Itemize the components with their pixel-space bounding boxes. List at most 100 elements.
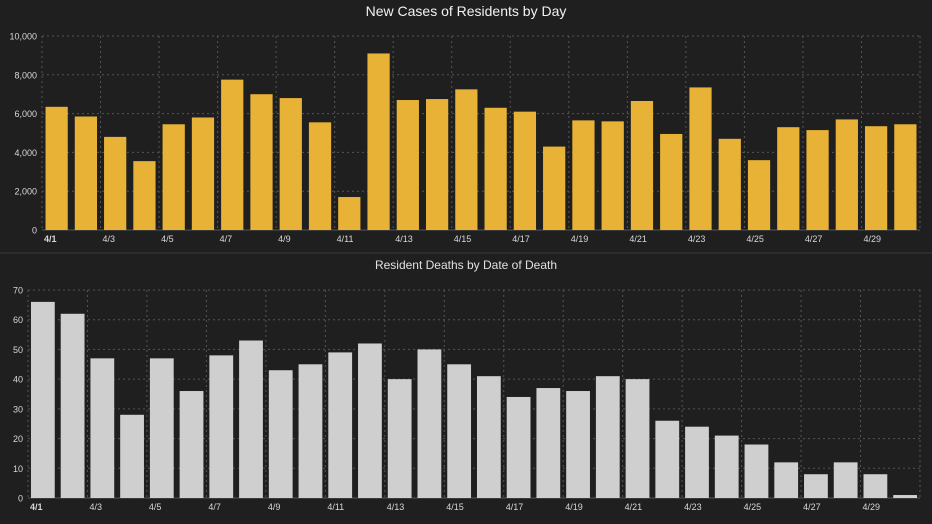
bar-4-3: [104, 136, 127, 230]
y-tick-label: 70: [13, 286, 23, 296]
bar-4-28: [833, 462, 858, 498]
bar-4-20: [601, 121, 624, 230]
y-tick-label: 50: [13, 345, 23, 355]
x-tick-label: 4/11: [327, 502, 344, 512]
bar-4-9: [279, 98, 302, 230]
bar-4-27: [806, 130, 829, 230]
bar-4-15: [455, 89, 478, 230]
bar-4-13: [396, 100, 419, 231]
bar-4-2: [60, 313, 85, 498]
bar-4-22: [660, 133, 683, 230]
deaths-chart-svg: 0 10 20 30 40 50 60 70 4/1 4/3 4/5 4/7 4/9 4/11 4/13 4/…: [13, 286, 921, 512]
bar-4-17: [506, 396, 531, 498]
x-tick-label: 4/21: [625, 502, 643, 512]
cases-chart-svg: 0 2,000 4,000 6,000 8,000 10,000 4/1 4/3 4/5 4/7 4…: [9, 32, 921, 244]
bar-4-13: [387, 379, 412, 498]
x-tick-label: 4/25: [746, 234, 764, 244]
bar-4-11: [338, 197, 361, 230]
bar-4-16: [484, 107, 507, 230]
bar-4-21: [630, 100, 654, 231]
x-tick-label: 4/7: [208, 502, 221, 512]
bar-4-18: [543, 146, 566, 230]
panel-divider: [0, 252, 932, 254]
bar-4-17: [513, 111, 537, 230]
bar-4-23: [685, 426, 709, 498]
bar-4-8: [250, 94, 273, 230]
x-tick-label: 4/9: [278, 234, 291, 244]
bar-4-27: [804, 474, 828, 498]
bar-4-23: [689, 87, 712, 230]
bar-4-15: [447, 364, 472, 498]
bar-4-5: [162, 124, 185, 230]
y-tick-label: 10: [13, 464, 23, 474]
bar-4-4: [133, 161, 156, 230]
x-tick-label: 4/19: [571, 234, 589, 244]
cases-chart-title: New Cases of Residents by Day: [365, 3, 567, 19]
bar-4-10: [308, 122, 332, 230]
x-tick-label: 4/7: [220, 234, 233, 244]
bar-4-28: [835, 119, 858, 230]
bar-4-25: [747, 160, 771, 230]
x-tick-label: 4/13: [387, 502, 405, 512]
bar-4-5: [149, 358, 174, 498]
y-tick-label: 10,000: [9, 32, 37, 42]
x-tick-label: 4/1: [30, 502, 43, 512]
x-tick-label: 4/19: [565, 502, 583, 512]
x-tick-label: 4/15: [446, 502, 464, 512]
y-tick-label: 2,000: [14, 187, 37, 197]
x-tick-label: 4/13: [395, 234, 413, 244]
y-tick-label: 6,000: [14, 109, 37, 119]
deaths-chart-panel: Resident Deaths by Date of Death 0 10 20 30…: [0, 254, 932, 524]
x-tick-label: 4/29: [863, 234, 881, 244]
bar-4-14: [417, 349, 442, 498]
x-tick-label: 4/27: [803, 502, 821, 512]
y-tick-label: 0: [32, 226, 37, 236]
x-tick-label: 4/23: [684, 502, 702, 512]
y-tick-label: 20: [13, 434, 23, 444]
bar-4-30: [893, 495, 918, 498]
x-tick-label: 4/25: [744, 502, 762, 512]
bar-4-24: [714, 435, 739, 498]
y-tick-label: 8,000: [14, 70, 37, 80]
bar-4-24: [718, 138, 741, 230]
bar-4-6: [191, 117, 215, 230]
x-tick-label: 4/5: [149, 502, 162, 512]
bar-4-10: [298, 364, 323, 498]
bar-4-14: [425, 99, 449, 230]
bar-4-12: [358, 343, 382, 498]
bar-4-9: [268, 370, 293, 498]
bar-4-7: [221, 79, 244, 231]
bar-4-6: [179, 391, 204, 498]
x-tick-label: 4/9: [268, 502, 281, 512]
bar-4-26: [774, 462, 799, 498]
bar-4-12: [367, 53, 390, 231]
bar-4-11: [328, 352, 353, 498]
x-tick-label: 4/17: [506, 502, 524, 512]
bar-4-20: [595, 376, 620, 498]
bar-4-25: [744, 444, 769, 498]
cases-chart-panel: New Cases of Residents by Day 0 2,000 4,00…: [0, 0, 932, 252]
x-tick-label: 4/1: [44, 234, 57, 244]
bar-4-7: [209, 355, 234, 498]
x-tick-label: 4/11: [337, 234, 354, 244]
bar-4-26: [777, 127, 800, 230]
bar-4-29: [864, 126, 888, 230]
x-tick-label: 4/23: [688, 234, 706, 244]
bar-4-30: [894, 124, 917, 230]
y-tick-label: 40: [13, 375, 23, 385]
bar-4-18: [536, 388, 561, 498]
bar-4-29: [863, 474, 888, 498]
y-tick-label: 30: [13, 404, 23, 414]
deaths-chart-title: Resident Deaths by Date of Death: [374, 258, 558, 272]
bar-4-8: [239, 340, 263, 498]
x-tick-label: 4/3: [103, 234, 116, 244]
bar-4-1: [30, 301, 55, 498]
bar-4-3: [90, 358, 115, 498]
bar-4-4: [120, 414, 144, 498]
x-tick-label: 4/15: [454, 234, 472, 244]
bar-4-19: [572, 120, 595, 230]
x-tick-label: 4/29: [863, 502, 881, 512]
bar-4-19: [566, 391, 590, 498]
bar-4-2: [74, 116, 98, 230]
